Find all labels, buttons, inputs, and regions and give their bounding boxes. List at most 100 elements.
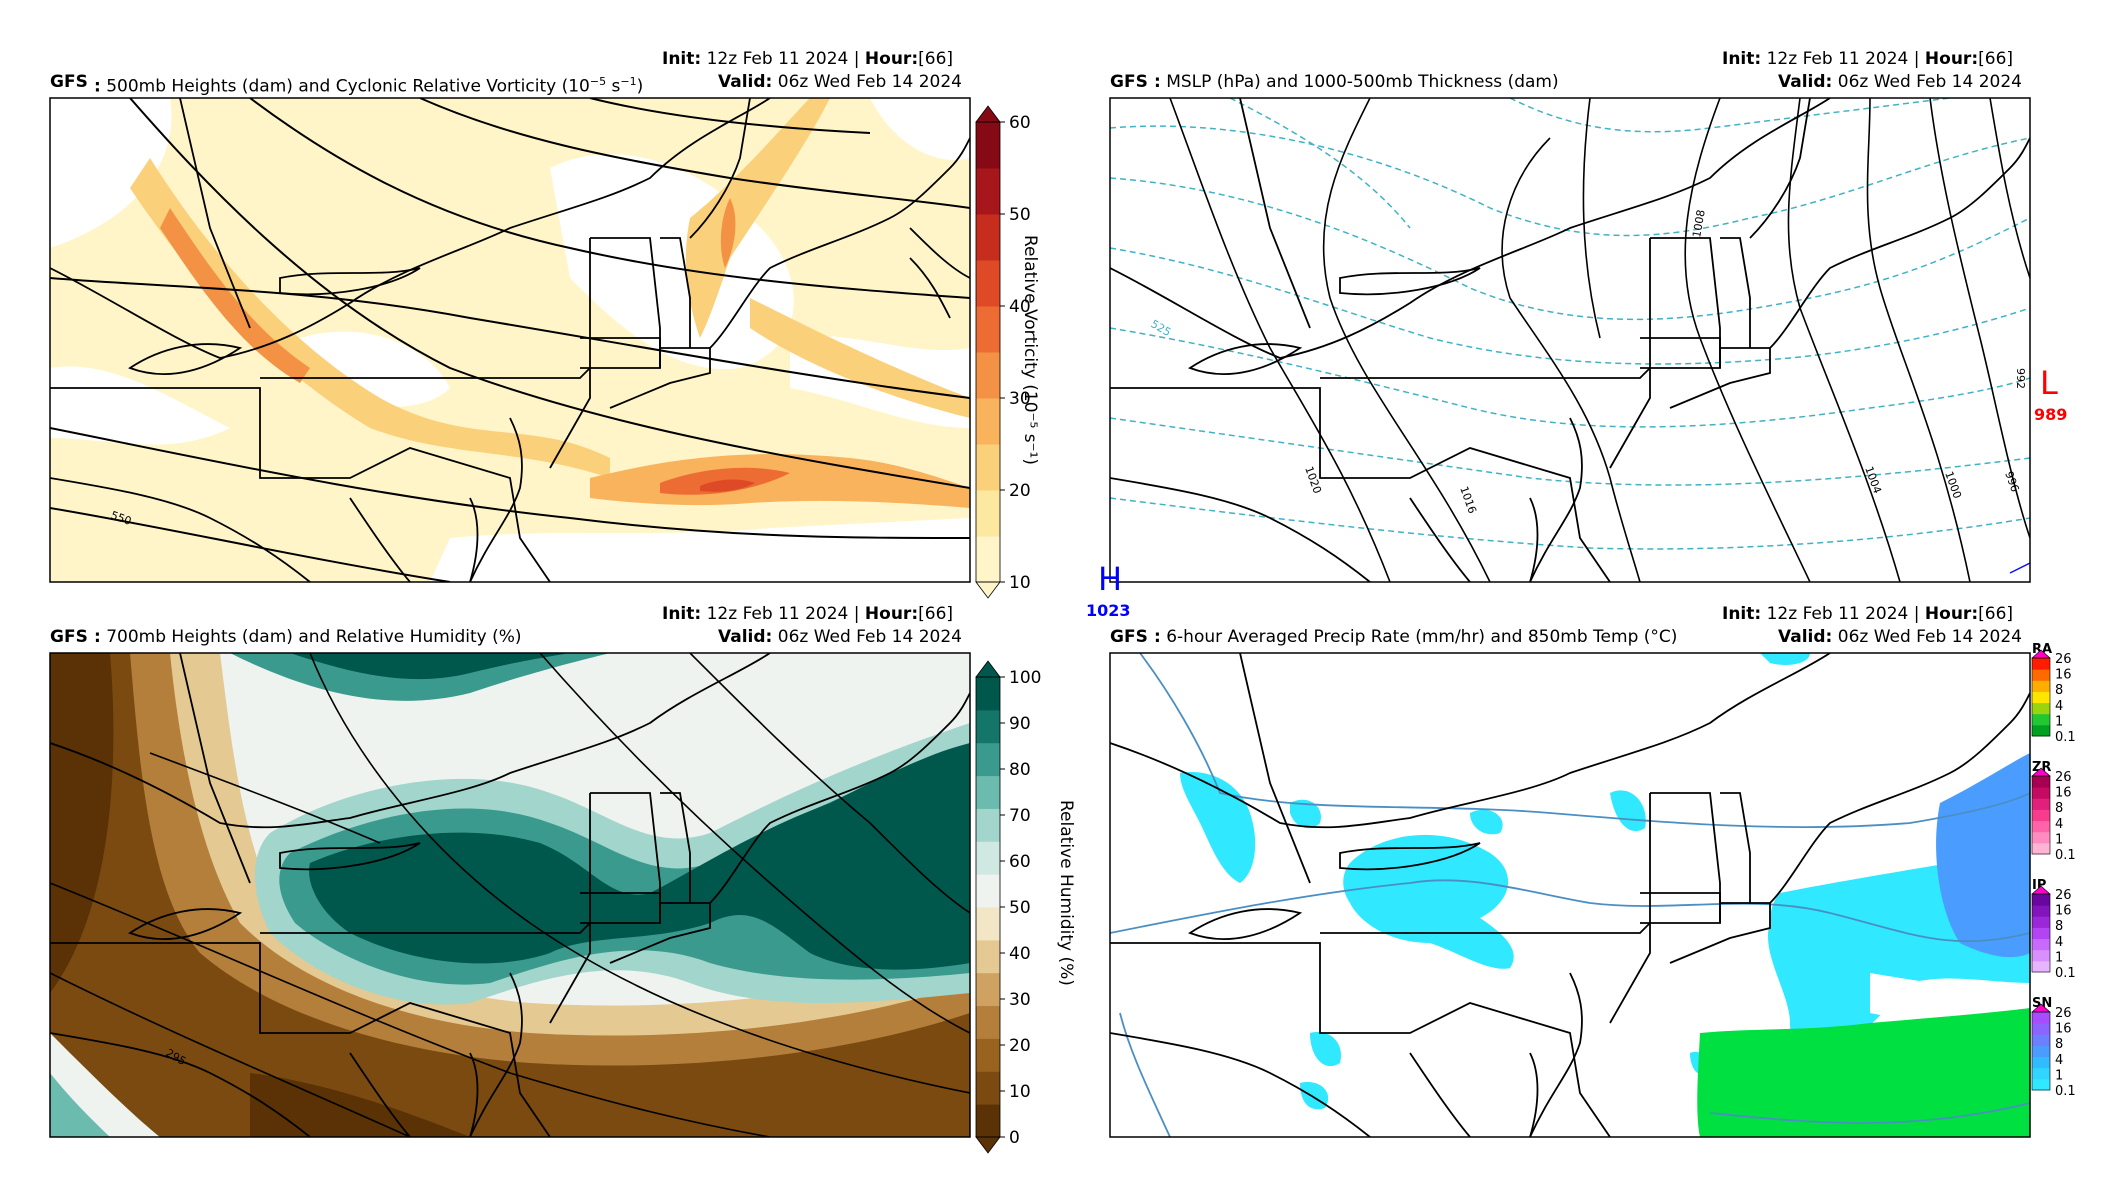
p3-init: Init: 12z Feb 11 2024 | Hour:[66] <box>662 604 954 624</box>
precip-legend-tick: 0.1 <box>2055 966 2076 981</box>
p2-low-value: 989 <box>2034 405 2068 424</box>
colorbar-tick-label: 0 <box>1009 1128 1020 1148</box>
p2-init-label: Init <box>1722 49 1755 69</box>
precip-legend-band <box>2032 1034 2050 1046</box>
p1-white-area <box>870 98 970 160</box>
precip-legend-tick: 16 <box>2055 668 2072 683</box>
p1-white-area <box>50 366 230 445</box>
p1-colorbar-bands <box>975 105 1001 599</box>
colorbar-tick-label: 80 <box>1009 760 1031 780</box>
p1-height-contours <box>50 98 970 582</box>
p4-legends: RA26168410.1ZR26168410.1IP26168410.1SN26… <box>2031 642 2076 1099</box>
precip-legend-tick: 1 <box>2055 832 2063 847</box>
colorbar-tick-label: 60 <box>1009 852 1031 872</box>
colorbar-tick-label: 20 <box>1009 1036 1031 1056</box>
p3-title: : 700mb Heights (dam) and Relative Humid… <box>94 627 522 647</box>
colorbar-extend-min <box>975 581 1001 599</box>
p2-init: Init: 12z Feb 11 2024 | Hour:[66] <box>1722 49 2014 69</box>
precip-legend-band <box>2032 1056 2050 1069</box>
p1-model: GFS <box>50 72 88 92</box>
colorbar-band <box>976 907 1000 941</box>
p1-hour-label: Hour <box>864 49 912 69</box>
colorbar-tick-label: 50 <box>1009 205 1031 225</box>
colorbar-band <box>976 709 1000 744</box>
p1-title-end: ) <box>636 76 644 97</box>
precip-legend-band <box>2032 776 2050 788</box>
p1-colorbar: 10 20 30 40 50 60 <box>975 105 1031 599</box>
p3-init-value: 12z Feb 11 2024 | <box>706 604 860 624</box>
precip-legend-band <box>2032 798 2050 810</box>
p1-white-area <box>430 518 970 582</box>
colorbar-band <box>976 1038 1000 1072</box>
precip-legend-tick: 16 <box>2055 786 2072 801</box>
precip-legend-tick: 0.1 <box>2055 848 2076 863</box>
p4-title-text: 6-hour Averaged Precip Rate (mm/hr) and … <box>1166 627 1678 647</box>
colorbar-band <box>976 444 1000 491</box>
p3-hour-value: [66] <box>918 604 954 624</box>
precip-legend-tick: 4 <box>2055 935 2063 950</box>
precip-legend-band <box>2032 905 2050 917</box>
colorbar-band <box>976 536 1000 583</box>
precip-legend-band <box>2032 820 2050 833</box>
p3-init-label: Init <box>662 604 695 624</box>
p3-colorbar-bands <box>975 660 1001 1154</box>
p4-init-label: Init <box>1722 604 1755 624</box>
p4-hour-value: [66] <box>1978 604 2014 624</box>
p4-init: Init: 12z Feb 11 2024 | Hour:[66] <box>1722 604 2014 624</box>
p1-title-sup2: −1 <box>620 75 637 88</box>
precip-legend-band <box>2032 809 2050 822</box>
p3-hour-label: Hour <box>864 604 912 624</box>
colorbar-tick-label: 30 <box>1009 990 1031 1010</box>
colorbar-extend-min <box>975 1136 1001 1154</box>
precip-legend-band <box>2032 680 2050 692</box>
p3-colorbar: 0 10 20 30 40 50 60 70 80 90 100 <box>975 660 1041 1154</box>
p1-vort-band <box>720 198 736 268</box>
p2-hour-value: [66] <box>1978 49 2014 69</box>
p1-colorbar-ticks: 10 20 30 40 50 60 <box>1000 113 1031 593</box>
p4-hour-label: Hour <box>1924 604 1972 624</box>
p1-frame <box>49 97 971 583</box>
p4-model: GFS <box>1110 627 1148 647</box>
p4-rain-area <box>1697 1008 2030 1137</box>
colorbar-band <box>976 972 1000 1007</box>
precip-legend-band <box>2032 691 2050 704</box>
p4-title: : 6-hour Averaged Precip Rate (mm/hr) an… <box>1154 627 1678 647</box>
precip-legend-band <box>2032 713 2050 726</box>
colorbar-extend-max <box>975 660 1001 678</box>
precip-legend-band <box>2032 842 2050 855</box>
precip-type-code: ZR <box>2032 760 2051 775</box>
p2-model: GFS <box>1110 72 1148 92</box>
p3-height-contours <box>50 653 970 1137</box>
colorbar-tick-label: 70 <box>1009 806 1031 826</box>
precip-legend-tick: 26 <box>2055 1006 2072 1021</box>
p4-legend-group: RA26168410.1ZR26168410.1IP26168410.1SN26… <box>2031 642 2076 1099</box>
p3-rh-band <box>250 1073 470 1137</box>
precip-legend-tick: 26 <box>2055 652 2072 667</box>
p1-vort-band <box>750 298 970 418</box>
precip-legend-outline <box>2031 1011 2051 1091</box>
precip-legend-tick: 16 <box>2055 1022 2072 1037</box>
precip-legend-tick: 16 <box>2055 904 2072 919</box>
p2-valid-label: Valid <box>1778 72 1826 92</box>
p1-valid-value: 06z Wed Feb 14 2024 <box>777 72 962 92</box>
precip-legend-band <box>2032 1023 2050 1035</box>
p3-rh-band <box>50 1073 110 1137</box>
p2-high-letter: H <box>1098 560 1123 598</box>
p3-geography <box>50 653 970 1137</box>
precip-legend-band <box>2032 1045 2050 1058</box>
p2-title-text: MSLP (hPa) and 1000-500mb Thickness (dam… <box>1166 72 1559 92</box>
precip-legend-band <box>2032 702 2050 715</box>
precip-legend-tick: 8 <box>2055 919 2063 934</box>
colorbar-tick-label: 40 <box>1009 944 1031 964</box>
colorbar-band <box>976 306 1000 353</box>
p2-hour-label: Hour <box>1924 49 1972 69</box>
p3-frame <box>49 652 971 1138</box>
colorbar-band <box>976 1104 1000 1138</box>
p2-geography <box>1110 98 2030 582</box>
colorbar-tick-label: 40 <box>1009 297 1031 317</box>
colorbar-band <box>976 122 1000 169</box>
p2-isobar-label: 1008 <box>1690 209 1708 239</box>
precip-legend-band <box>2032 938 2050 951</box>
colorbar-extend-max <box>975 105 1001 123</box>
precip-legend-band <box>2032 787 2050 799</box>
